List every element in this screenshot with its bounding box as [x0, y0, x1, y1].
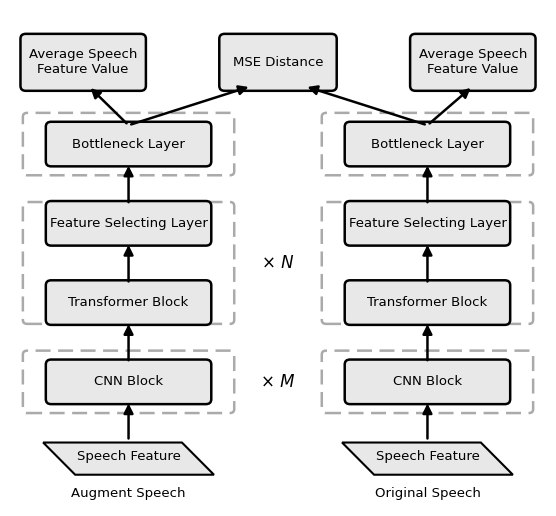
Text: MSE Distance: MSE Distance — [233, 56, 323, 69]
Text: Speech Feature: Speech Feature — [375, 450, 479, 463]
Text: Transformer Block: Transformer Block — [68, 296, 188, 309]
FancyBboxPatch shape — [46, 122, 211, 166]
FancyBboxPatch shape — [410, 34, 535, 91]
Text: Speech Feature: Speech Feature — [77, 450, 181, 463]
FancyBboxPatch shape — [345, 360, 510, 404]
Text: Bottleneck Layer: Bottleneck Layer — [371, 138, 484, 151]
Text: Augment Speech: Augment Speech — [71, 487, 186, 500]
FancyBboxPatch shape — [345, 280, 510, 325]
Text: Feature Selecting Layer: Feature Selecting Layer — [49, 217, 207, 230]
FancyBboxPatch shape — [21, 34, 146, 91]
Text: × N: × N — [262, 254, 294, 272]
Text: CNN Block: CNN Block — [393, 375, 462, 389]
Text: Transformer Block: Transformer Block — [368, 296, 488, 309]
Polygon shape — [43, 443, 214, 475]
FancyBboxPatch shape — [345, 122, 510, 166]
FancyBboxPatch shape — [219, 34, 337, 91]
Text: Average Speech
Feature Value: Average Speech Feature Value — [29, 49, 137, 76]
Text: × M: × M — [261, 373, 295, 391]
Text: Original Speech: Original Speech — [375, 487, 480, 500]
FancyBboxPatch shape — [345, 201, 510, 246]
Text: Feature Selecting Layer: Feature Selecting Layer — [349, 217, 507, 230]
Text: CNN Block: CNN Block — [94, 375, 163, 389]
FancyBboxPatch shape — [46, 201, 211, 246]
FancyBboxPatch shape — [46, 280, 211, 325]
FancyBboxPatch shape — [46, 360, 211, 404]
Text: Bottleneck Layer: Bottleneck Layer — [72, 138, 185, 151]
Polygon shape — [342, 443, 513, 475]
Text: Average Speech
Feature Value: Average Speech Feature Value — [419, 49, 527, 76]
